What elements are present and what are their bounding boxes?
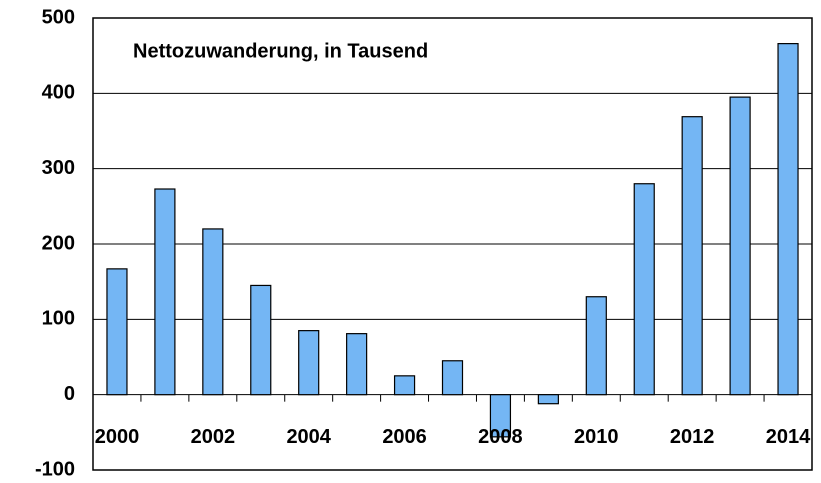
x-tick-label: 2000 — [95, 426, 140, 448]
plot-frame — [92, 17, 813, 471]
y-tick-label: 100 — [42, 308, 75, 330]
y-tick-label: 300 — [42, 157, 75, 179]
bar — [106, 268, 128, 396]
chart-title: Nettozuwanderung, in Tausend — [133, 40, 428, 62]
bar — [633, 183, 655, 396]
bar — [729, 96, 751, 396]
y-tick-label: 0 — [64, 383, 75, 405]
bar — [537, 394, 559, 405]
y-tick-label: 400 — [42, 82, 75, 104]
bar — [441, 360, 464, 396]
x-tick-label: 2010 — [574, 426, 619, 448]
y-tick-label: 500 — [42, 6, 75, 28]
y-tick-label: 200 — [42, 232, 75, 254]
bar — [393, 375, 416, 396]
x-tick-label: 2002 — [191, 426, 236, 448]
bar — [681, 116, 703, 396]
x-tick-label: 2008 — [478, 426, 523, 448]
x-tick-label: 2006 — [382, 426, 427, 448]
y-tick-label: -100 — [35, 458, 75, 480]
bar — [777, 43, 799, 396]
bar — [585, 296, 607, 396]
bar — [489, 394, 512, 438]
bar — [346, 333, 368, 396]
bar — [298, 330, 320, 396]
x-tick-label: 2014 — [766, 426, 811, 448]
bar — [202, 228, 224, 396]
x-tick-label: 2004 — [286, 426, 331, 448]
x-tick-label: 2012 — [670, 426, 715, 448]
bar — [154, 188, 176, 396]
bar — [250, 284, 272, 396]
